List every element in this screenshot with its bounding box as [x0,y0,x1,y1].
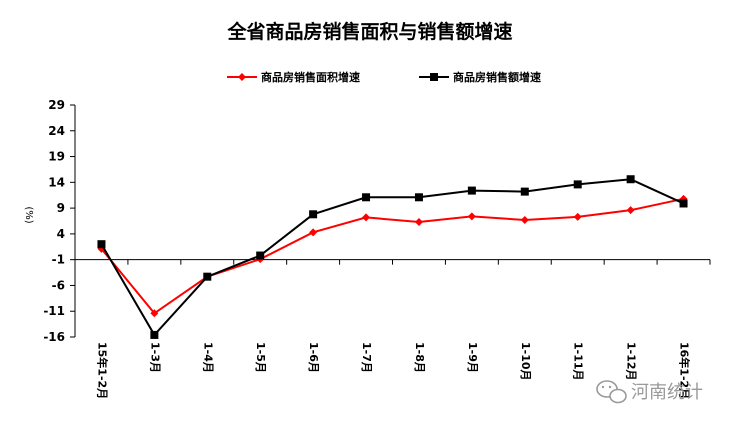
x-tick-label: 1-5月 [254,342,267,373]
series-line [100,197,684,315]
data-point [520,215,529,224]
data-point [679,199,688,208]
data-point [573,180,582,189]
legend-marker [430,73,438,81]
data-point [414,218,423,227]
legend-marker [238,73,246,81]
x-tick-label: 1-4月 [201,342,214,373]
x-tick-label: 15年1-2月 [95,342,109,399]
series-2 [97,175,688,339]
data-point [309,210,318,219]
data-point [362,213,371,222]
y-tick-label: 19 [48,150,65,164]
y-tick-label: -1 [52,253,65,267]
legend-label: 商品房销售面积增速 [261,70,360,84]
data-point [97,240,106,249]
legend: 商品房销售面积增速 商品房销售额增速 [227,70,541,84]
x-tick-label: 1-12月 [625,342,638,381]
x-tick-label: 1-9月 [466,342,479,373]
axes: 29 24 19 14 9 4 -1 -6 -11 -16 15年1-2月 1-3月 1-4月 1-5月 1… [43,98,711,399]
y-tick-label: -6 [52,278,65,292]
legend-item: 商品房销售额增速 [419,70,541,84]
y-tick-label: 4 [57,227,65,241]
data-point [520,187,529,196]
x-tick-label: 16年1-2月 [678,342,692,399]
data-point [150,330,159,339]
data-point [256,251,265,260]
x-tick-label: 1-3月 [148,342,161,373]
data-point [309,228,318,237]
series-group [97,175,688,339]
watermark: 河南统计 [596,380,703,404]
watermark-text: 河南统计 [631,382,703,403]
data-point [626,175,635,184]
chart-title: 全省商品房销售面积与销售额增速 [226,20,512,43]
wechat-icon [596,380,627,404]
legend-label: 商品房销售额增速 [453,70,541,84]
data-point [467,212,476,221]
x-tick-label: 1-8月 [413,342,426,373]
data-point [467,186,476,195]
legend-item: 商品房销售面积增速 [227,70,360,84]
data-point [573,212,582,221]
data-point [203,272,212,281]
y-tick-label: -11 [43,304,65,318]
y-axis-label: (%) [23,206,34,223]
x-tick-label: 1-10月 [519,342,532,381]
data-point [150,309,159,318]
data-point [626,206,635,215]
x-tick-label: 1-6月 [307,342,320,373]
y-tick-label: -16 [43,330,65,344]
x-tick-label: 1-11月 [572,342,585,381]
data-point [414,193,423,202]
y-tick-label: 24 [48,124,65,138]
y-tick-label: 9 [57,201,65,215]
y-tick-label: 14 [48,175,65,189]
x-tick-label: 1-7月 [360,342,373,373]
data-point [362,193,371,202]
y-tick-label: 29 [48,98,65,112]
series-line [100,178,684,337]
